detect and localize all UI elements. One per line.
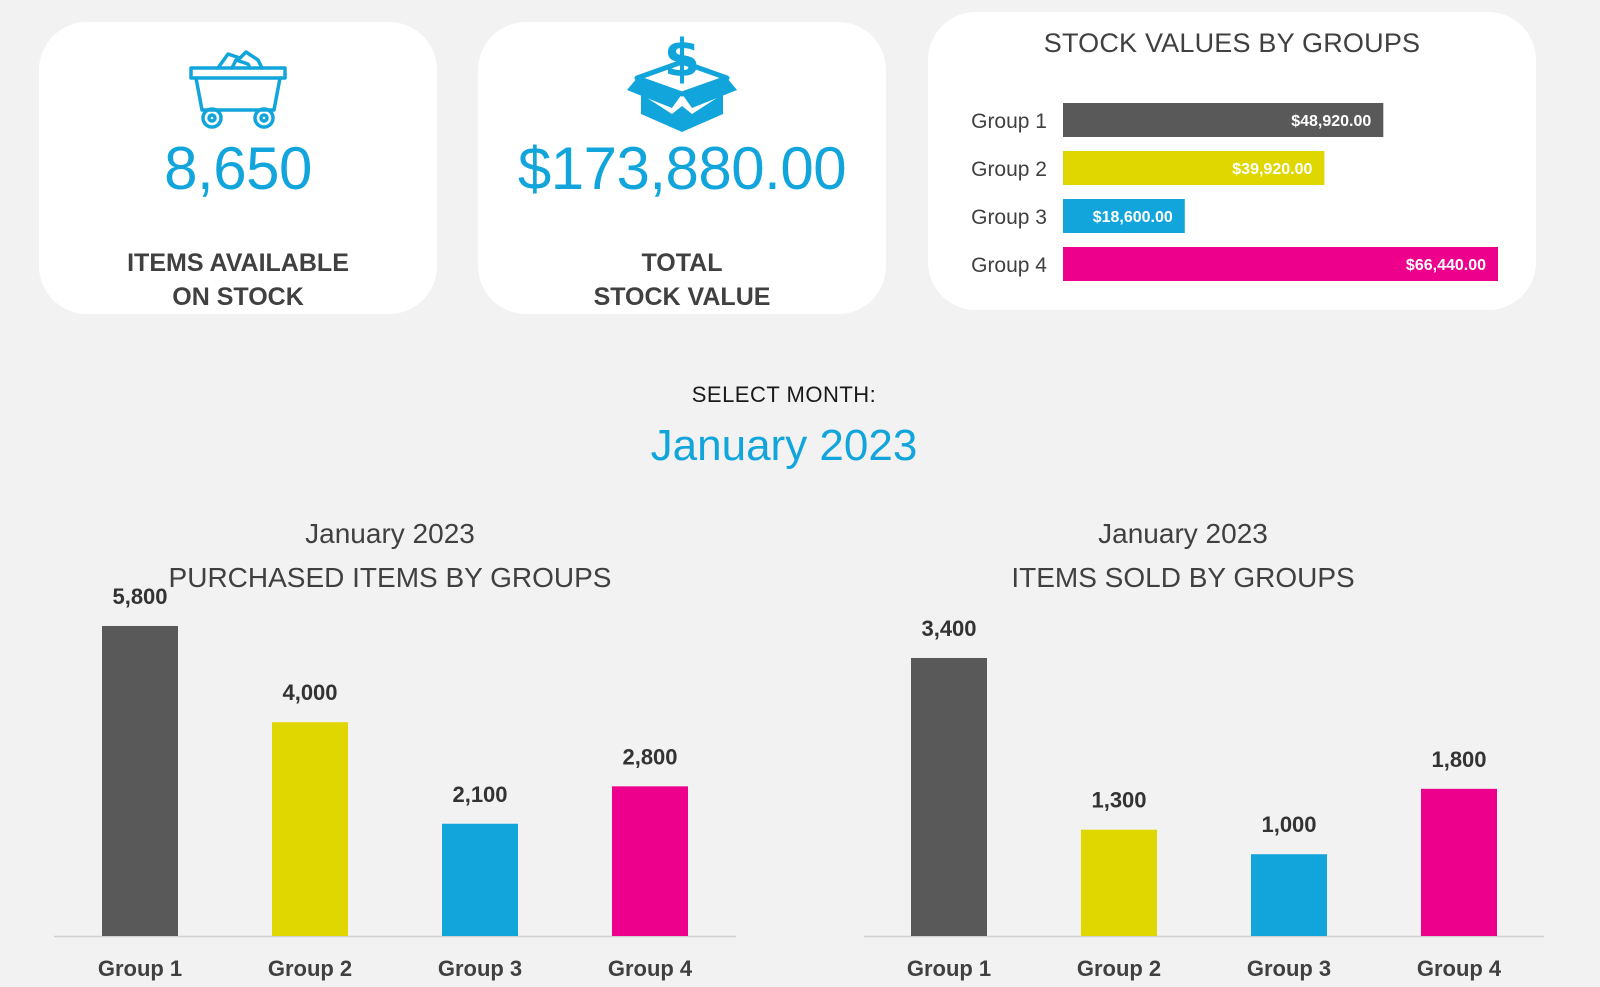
category-label: Group 1 [98, 956, 182, 981]
stock-label-line2: STOCK VALUE [593, 283, 771, 311]
category-label: Group 4 [608, 956, 693, 981]
items-label-line2: ON STOCK [172, 283, 304, 311]
bar-value-label: 1,300 [1091, 788, 1146, 813]
total-stock-value: $173,880.00 [517, 135, 847, 202]
bar-value-label: 4,000 [282, 680, 337, 705]
stock-group-label: Group 1 [971, 110, 1047, 133]
items-available-card: 8,650 ITEMS AVAILABLE ON STOCK [39, 22, 437, 314]
group-bar [1081, 829, 1157, 936]
group-bar [102, 626, 178, 936]
stock-group-label: Group 4 [971, 254, 1047, 277]
category-label: Group 1 [907, 956, 991, 981]
stock-group-label: Group 3 [971, 206, 1047, 229]
group-bar [442, 823, 518, 936]
stock-value-label: $66,440.00 [1406, 257, 1486, 274]
stock-values-by-groups-card: STOCK VALUES BY GROUPS Group 1 $48,920.00… [928, 12, 1536, 310]
bar-value-label: 1,800 [1431, 747, 1486, 772]
category-label: Group 3 [438, 956, 522, 981]
group-bar [1251, 854, 1327, 936]
group-bar [612, 786, 688, 936]
stock-value-label: $48,920.00 [1291, 113, 1371, 130]
dollar-box-icon: $ [627, 32, 737, 132]
purchased-chart-title: January 2023 PURCHASED ITEMS BY GROUPS [40, 512, 740, 600]
stock-value-bar [1063, 151, 1325, 185]
stock-label-line1: TOTAL [641, 249, 723, 277]
stock-value-bar [1063, 247, 1498, 281]
stock-value-label: $18,600.00 [1093, 209, 1173, 226]
bar-value-label: 2,100 [452, 782, 507, 807]
stock-value-bar [1063, 199, 1185, 233]
bar-value-label: 5,800 [112, 584, 167, 609]
sold-title-text: ITEMS SOLD BY GROUPS [1011, 562, 1355, 593]
category-label: Group 2 [1077, 956, 1161, 981]
items-available-value: 8,650 [164, 135, 312, 202]
category-label: Group 2 [268, 956, 352, 981]
bar-value-label: 3,400 [921, 616, 976, 641]
category-label: Group 4 [1417, 956, 1502, 981]
total-stock-label: TOTAL STOCK VALUE [478, 246, 886, 314]
sold-chart-title: January 2023 ITEMS SOLD BY GROUPS [833, 512, 1533, 600]
stock-value-bar [1063, 103, 1384, 137]
select-month-label: SELECT MONTH: [691, 382, 877, 407]
purchased-title-text: PURCHASED ITEMS BY GROUPS [168, 562, 612, 593]
stock-values-chart-title: STOCK VALUES BY GROUPS [1043, 28, 1421, 58]
items-label-line1: ITEMS AVAILABLE [127, 249, 349, 277]
stock-values-bar-chart: Group 1 $48,920.00 Group 2 $39,920.00 Group … [971, 103, 1498, 281]
category-label: Group 3 [1247, 956, 1331, 981]
purchased-title-month: January 2023 [305, 518, 475, 549]
bar-value-label: 1,000 [1261, 812, 1316, 837]
sold-title-month: January 2023 [1098, 518, 1268, 549]
stock-value-label: $39,920.00 [1232, 161, 1312, 178]
stock-group-label: Group 2 [971, 158, 1047, 181]
bar-value-label: 2,800 [622, 744, 677, 769]
total-stock-value-card: $ $173,880.00 TOTAL STOCK VALUE [478, 22, 886, 314]
group-bar [1421, 788, 1497, 936]
group-bar [272, 722, 348, 936]
svg-text:$: $ [664, 32, 700, 89]
month-selector[interactable]: January 2023 [650, 421, 918, 470]
group-bar [911, 658, 987, 936]
items-available-label: ITEMS AVAILABLE ON STOCK [39, 246, 437, 314]
mining-cart-icon [189, 50, 287, 129]
